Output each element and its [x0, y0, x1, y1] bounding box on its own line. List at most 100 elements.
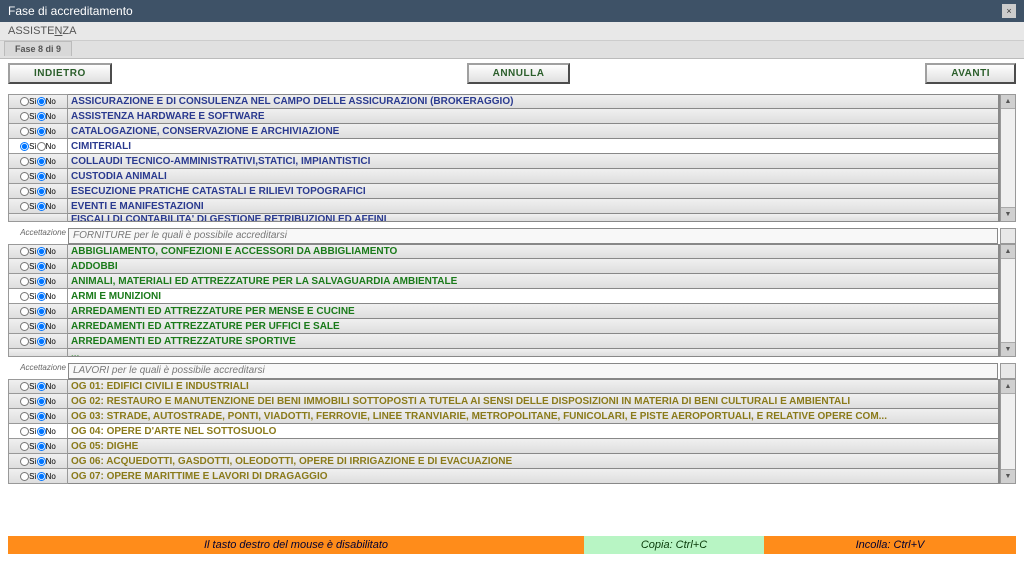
expand-icon[interactable] — [1000, 228, 1016, 244]
list-item[interactable]: OG 02: RESTAURO E MANUTENZIONE DEI BENI … — [68, 394, 999, 409]
radio-no[interactable] — [37, 112, 46, 121]
scroll-up-icon[interactable]: ▲ — [1001, 95, 1015, 109]
scroll-down-icon[interactable]: ▼ — [1001, 469, 1015, 483]
list-item[interactable]: FISCALI DI CONTABILITA' DI GESTIONE RETR… — [68, 214, 999, 222]
radio-no[interactable] — [37, 322, 46, 331]
radio-no[interactable] — [37, 412, 46, 421]
list-item[interactable]: EVENTI E MANIFESTAZIONI — [68, 199, 999, 214]
menu-assistenza[interactable]: ASSISTENZA — [8, 25, 76, 37]
radio-yes[interactable] — [20, 412, 29, 421]
radio-no[interactable] — [37, 127, 46, 136]
list-item[interactable]: ... — [68, 349, 999, 357]
expand-icon[interactable] — [1000, 363, 1016, 379]
radio-no[interactable] — [37, 457, 46, 466]
back-button[interactable]: INDIETRO — [8, 63, 112, 84]
list-item[interactable]: ANIMALI, MATERIALI ED ATTREZZATURE PER L… — [68, 274, 999, 289]
radio-no[interactable] — [37, 172, 46, 181]
radio-yes[interactable] — [20, 457, 29, 466]
radio-no[interactable] — [37, 202, 46, 211]
list-item[interactable]: ARMI E MUNIZIONI — [68, 289, 999, 304]
radio-yes-label: Sì — [29, 157, 37, 166]
list-item[interactable]: CATALOGAZIONE, CONSERVAZIONE E ARCHIVIAZ… — [68, 124, 999, 139]
radio-yes[interactable] — [20, 172, 29, 181]
next-button[interactable]: AVANTI — [925, 63, 1016, 84]
scroll-track[interactable] — [1001, 394, 1015, 469]
radio-yes[interactable] — [20, 112, 29, 121]
radio-no[interactable] — [37, 442, 46, 451]
radio-no[interactable] — [37, 187, 46, 196]
tab-phase[interactable]: Fase 8 di 9 — [4, 41, 72, 56]
radio-yes[interactable] — [20, 472, 29, 481]
radio-yes-label: Sì — [29, 382, 37, 391]
list-item[interactable]: CIMITERIALI — [68, 139, 999, 154]
content-area: SìNoSìNoSìNoSìNoSìNoSìNoSìNoSìNoASSICURA… — [0, 88, 1024, 486]
list-item[interactable]: ASSISTENZA HARDWARE E SOFTWARE — [68, 109, 999, 124]
list-item[interactable]: OG 06: ACQUEDOTTI, GASDOTTI, OLEODOTTI, … — [68, 454, 999, 469]
radio-yes[interactable] — [20, 337, 29, 346]
radio-no[interactable] — [37, 142, 46, 151]
list-item[interactable]: OG 07: OPERE MARITTIME E LAVORI DI DRAGA… — [68, 469, 999, 484]
close-icon[interactable]: × — [1002, 4, 1016, 18]
list-item[interactable]: ARREDAMENTI ED ATTREZZATURE SPORTIVE — [68, 334, 999, 349]
radio-no[interactable] — [37, 277, 46, 286]
radio-no[interactable] — [37, 427, 46, 436]
nav-bar: INDIETRO ANNULLA AVANTI — [0, 59, 1024, 88]
scrollbar[interactable]: ▲▼ — [1000, 94, 1016, 222]
radio-yes[interactable] — [20, 427, 29, 436]
scroll-down-icon[interactable]: ▼ — [1001, 207, 1015, 221]
radio-yes[interactable] — [20, 127, 29, 136]
list-item[interactable]: ABBIGLIAMENTO, CONFEZIONI E ACCESSORI DA… — [68, 244, 999, 259]
scrollbar[interactable]: ▲▼ — [1000, 379, 1016, 484]
list-item[interactable]: ADDOBBI — [68, 259, 999, 274]
radio-yes[interactable] — [20, 322, 29, 331]
scroll-track[interactable] — [1001, 109, 1015, 207]
scroll-up-icon[interactable]: ▲ — [1001, 245, 1015, 259]
list-item[interactable]: COLLAUDI TECNICO-AMMINISTRATIVI,STATICI,… — [68, 154, 999, 169]
radio-yes[interactable] — [20, 247, 29, 256]
radio-no[interactable] — [37, 97, 46, 106]
radio-no-label: No — [46, 97, 56, 106]
radio-cell — [8, 349, 68, 357]
scroll-down-icon[interactable]: ▼ — [1001, 342, 1015, 356]
radio-no[interactable] — [37, 307, 46, 316]
radio-yes[interactable] — [20, 277, 29, 286]
scroll-up-icon[interactable]: ▲ — [1001, 380, 1015, 394]
list-item[interactable]: OG 05: DIGHE — [68, 439, 999, 454]
list-item[interactable]: OG 01: EDIFICI CIVILI E INDUSTRIALI — [68, 379, 999, 394]
list-item[interactable]: ARREDAMENTI ED ATTREZZATURE PER UFFICI E… — [68, 319, 999, 334]
radio-yes-label: Sì — [29, 202, 37, 211]
scroll-track[interactable] — [1001, 259, 1015, 342]
radio-no[interactable] — [37, 262, 46, 271]
scrollbar[interactable]: ▲▼ — [1000, 244, 1016, 357]
radio-yes[interactable] — [20, 97, 29, 106]
radio-yes[interactable] — [20, 382, 29, 391]
radio-yes[interactable] — [20, 292, 29, 301]
radio-no[interactable] — [37, 292, 46, 301]
radio-yes[interactable] — [20, 307, 29, 316]
radio-no-label: No — [46, 187, 56, 196]
radio-yes[interactable] — [20, 397, 29, 406]
radio-no[interactable] — [37, 382, 46, 391]
list-item[interactable]: CUSTODIA ANIMALI — [68, 169, 999, 184]
cancel-button[interactable]: ANNULLA — [467, 63, 571, 84]
list-item[interactable]: OG 03: STRADE, AUTOSTRADE, PONTI, VIADOT… — [68, 409, 999, 424]
radio-yes[interactable] — [20, 202, 29, 211]
radio-no[interactable] — [37, 472, 46, 481]
radio-yes[interactable] — [20, 142, 29, 151]
list-item[interactable]: OG 04: OPERE D'ARTE NEL SOTTOSUOLO — [68, 424, 999, 439]
list-item[interactable]: ARREDAMENTI ED ATTREZZATURE PER MENSE E … — [68, 304, 999, 319]
list-item[interactable]: ESECUZIONE PRATICHE CATASTALI E RILIEVI … — [68, 184, 999, 199]
radio-yes[interactable] — [20, 442, 29, 451]
radio-yes[interactable] — [20, 187, 29, 196]
radio-no-label: No — [46, 322, 56, 331]
radio-no[interactable] — [37, 247, 46, 256]
radio-no-label: No — [46, 457, 56, 466]
list-item[interactable]: ASSICURAZIONE E DI CONSULENZA NEL CAMPO … — [68, 94, 999, 109]
radio-cell: SìNo — [8, 199, 68, 214]
radio-no[interactable] — [37, 157, 46, 166]
radio-no[interactable] — [37, 337, 46, 346]
radio-yes[interactable] — [20, 262, 29, 271]
radio-cell: SìNo — [8, 409, 68, 424]
radio-no[interactable] — [37, 397, 46, 406]
radio-yes[interactable] — [20, 157, 29, 166]
